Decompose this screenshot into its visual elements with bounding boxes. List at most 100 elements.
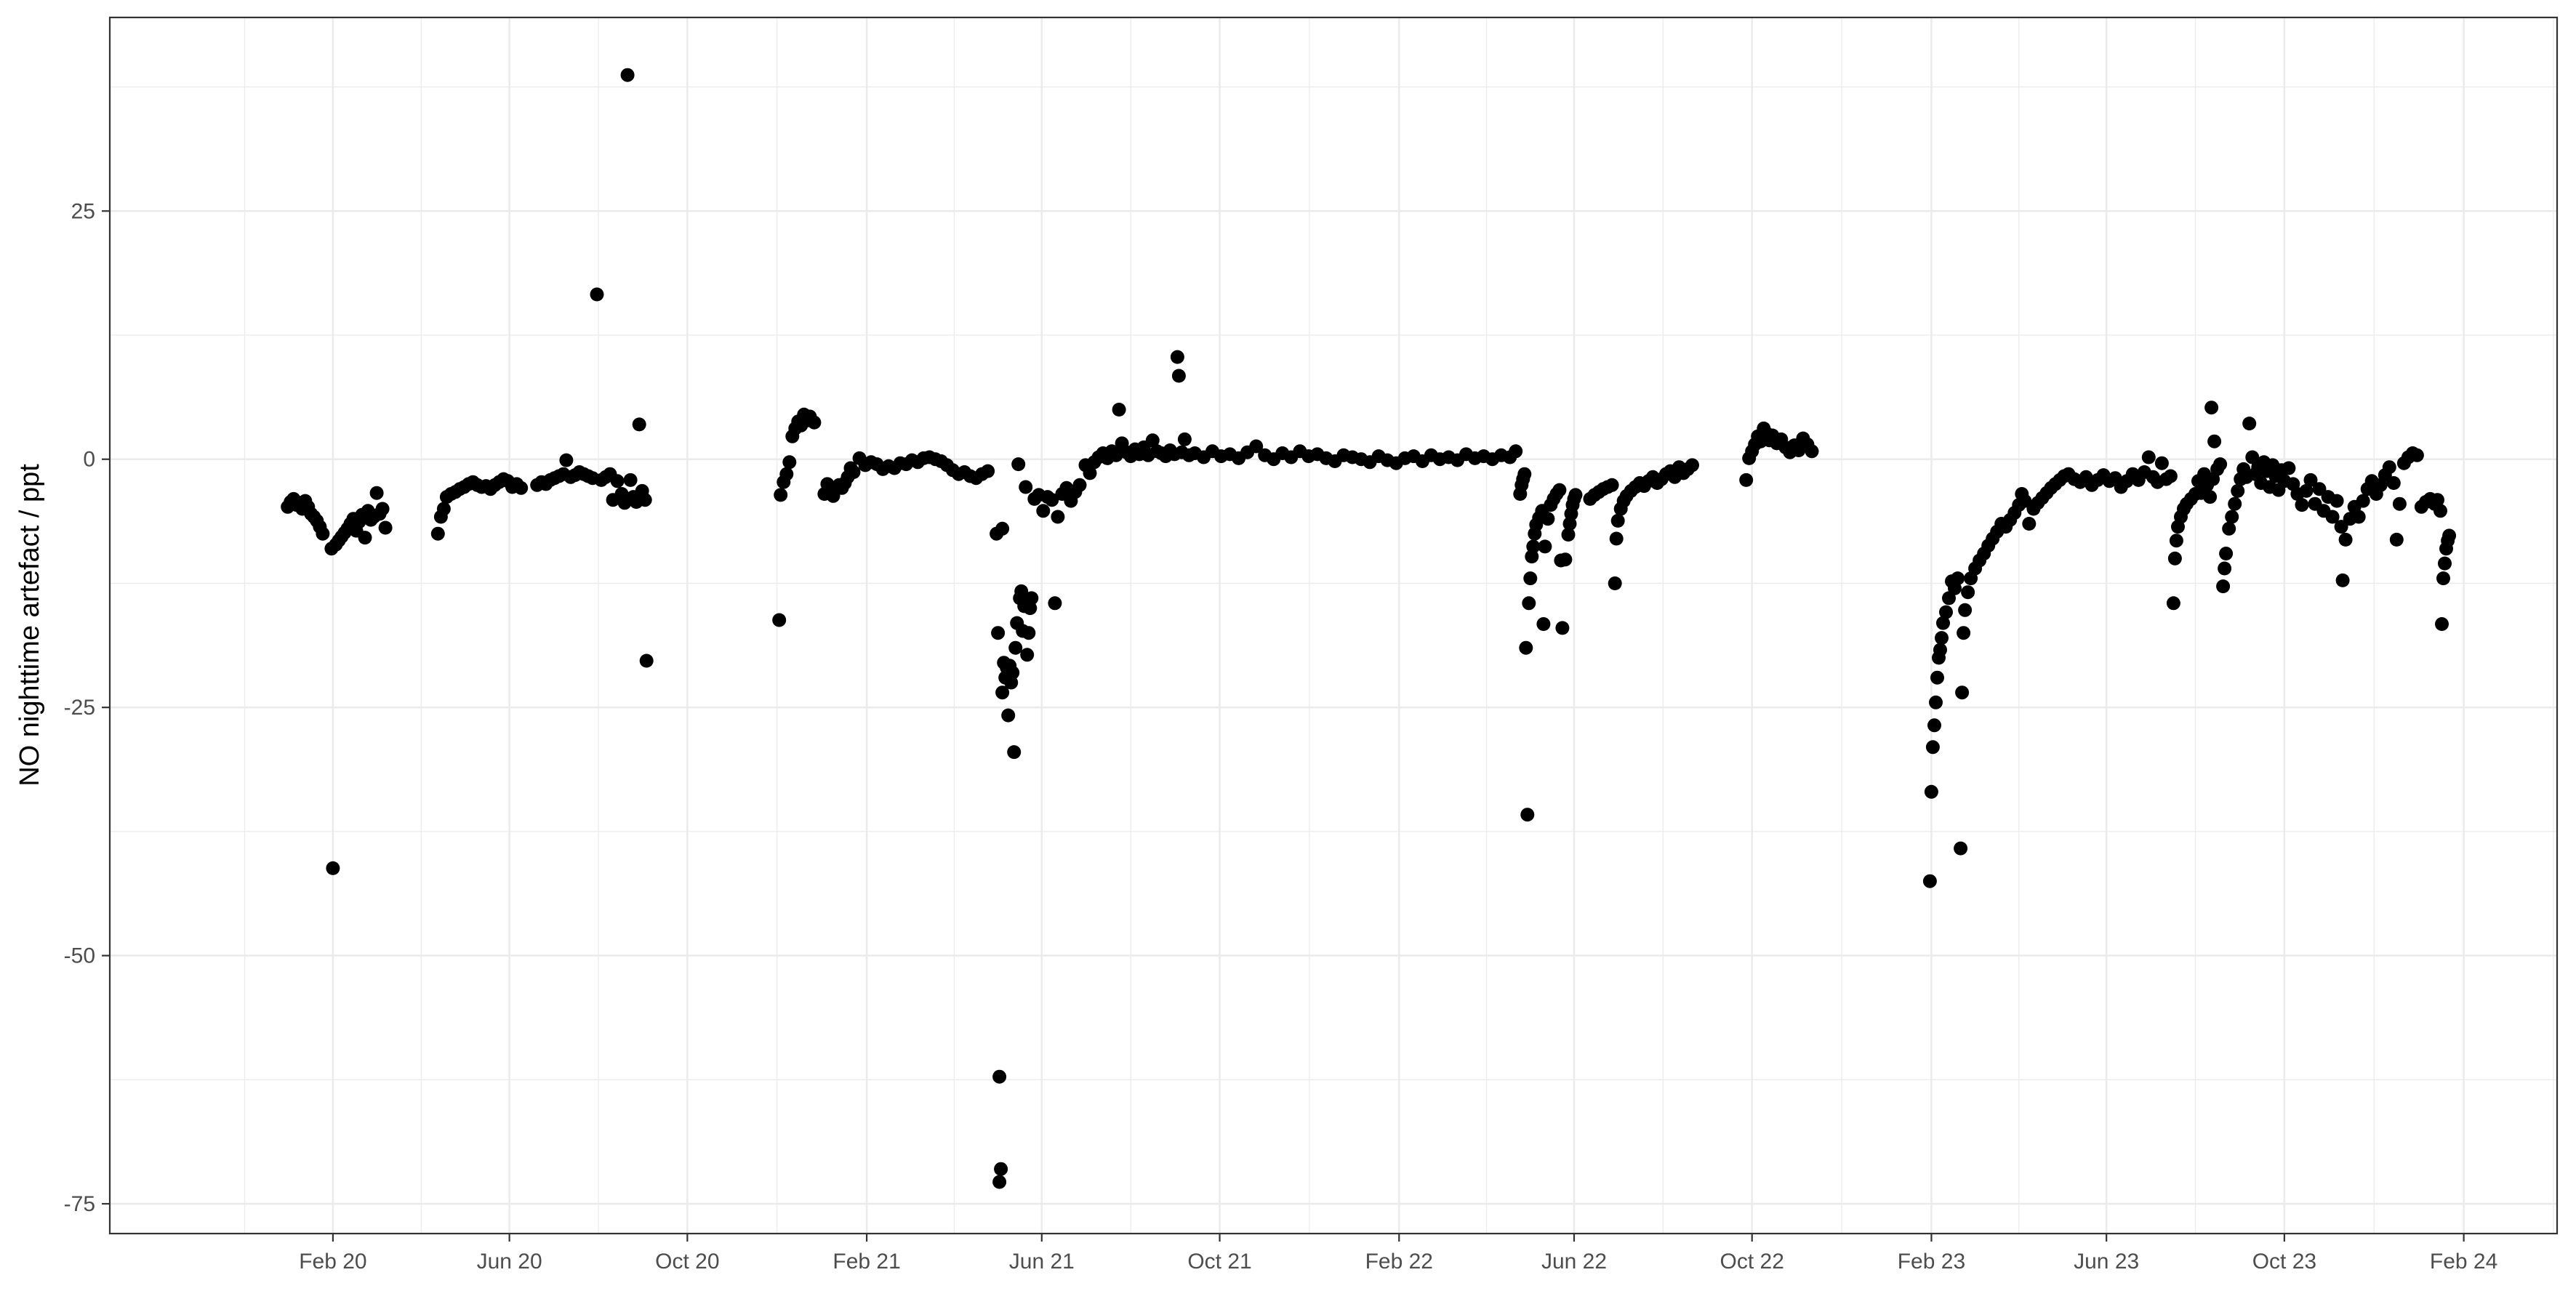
data-point — [2433, 504, 2447, 518]
data-point — [2410, 448, 2424, 462]
data-point — [1933, 643, 1947, 657]
data-point — [1955, 685, 1970, 700]
data-point — [995, 685, 1010, 700]
data-point — [514, 480, 529, 495]
data-point — [316, 526, 330, 541]
data-point — [2435, 617, 2449, 631]
data-point — [430, 526, 445, 541]
data-point — [1568, 488, 1583, 502]
data-point — [1051, 510, 1065, 524]
data-point — [1083, 466, 1097, 480]
data-point — [1609, 531, 1624, 546]
data-point — [436, 502, 451, 516]
data-point — [1517, 467, 1532, 481]
y-tick-label: -75 — [64, 1192, 95, 1216]
data-point — [2154, 456, 2169, 470]
y-tick-label: -50 — [64, 944, 95, 968]
minor-gridlines — [110, 17, 2557, 1234]
data-point — [1558, 552, 1573, 567]
y-tick-label: -25 — [64, 696, 95, 720]
x-tick-label: Feb 22 — [1365, 1250, 1433, 1274]
data-point — [1001, 708, 1016, 723]
data-point — [2167, 551, 2182, 566]
data-point — [2282, 461, 2296, 475]
x-tick-label: Oct 21 — [1187, 1250, 1251, 1274]
data-points — [281, 68, 2457, 1189]
data-point — [1006, 665, 1020, 680]
data-point — [2203, 490, 2218, 504]
data-point — [1608, 576, 1622, 590]
data-point — [2207, 434, 2222, 449]
x-tick-label: Feb 24 — [2430, 1250, 2497, 1274]
data-point — [1927, 718, 1941, 733]
data-point — [1072, 478, 1087, 492]
data-point — [378, 520, 393, 535]
data-point — [2141, 450, 2156, 464]
data-point — [358, 531, 372, 545]
data-point — [2228, 496, 2242, 511]
data-point — [1177, 432, 1192, 446]
data-point — [620, 68, 635, 82]
data-point — [1605, 478, 1619, 492]
x-tick-label: Feb 21 — [832, 1250, 900, 1274]
data-point — [1019, 480, 1033, 494]
data-point — [779, 467, 794, 481]
data-point — [1024, 591, 1039, 606]
data-point — [774, 488, 788, 502]
y-tick-label: 25 — [71, 199, 95, 223]
data-point — [1170, 350, 1184, 364]
data-point — [1925, 740, 1940, 755]
data-point — [1536, 617, 1551, 631]
data-point — [2219, 547, 2234, 560]
data-point — [995, 521, 1010, 536]
data-point — [1509, 444, 1523, 459]
data-point — [326, 861, 340, 875]
data-point — [1048, 596, 1062, 611]
data-point — [1951, 571, 1965, 586]
data-point — [1739, 472, 1754, 487]
data-point — [1954, 841, 1968, 856]
data-point — [2382, 460, 2396, 475]
data-point — [1522, 596, 1536, 611]
data-point — [1014, 584, 1029, 598]
data-point — [1805, 444, 1819, 459]
data-point — [1957, 626, 1971, 640]
data-point — [2299, 483, 2314, 498]
data-point — [1526, 539, 1541, 554]
data-point — [772, 613, 787, 627]
data-point — [2325, 510, 2340, 524]
data-point — [1520, 808, 1535, 822]
data-point — [981, 464, 995, 478]
x-tick-label: Feb 20 — [299, 1250, 366, 1274]
data-point — [2338, 532, 2353, 547]
data-point — [2242, 417, 2257, 431]
x-tick-label: Oct 22 — [1720, 1250, 1784, 1274]
data-point — [559, 453, 574, 467]
panel-border — [108, 16, 2559, 1235]
data-point — [1936, 616, 1950, 630]
data-point — [639, 653, 654, 668]
data-point — [1930, 670, 1944, 685]
data-point — [1045, 493, 1059, 507]
data-point — [2389, 532, 2404, 547]
data-point — [1610, 513, 1625, 528]
y-axis-ticks: -75 -50 -25 0 25 — [64, 199, 110, 1216]
data-point — [2295, 498, 2309, 512]
data-point — [623, 472, 638, 487]
data-point — [1555, 621, 1570, 635]
data-point — [2392, 496, 2407, 511]
y-tick-label: 0 — [83, 448, 95, 472]
x-tick-label: Jun 21 — [1009, 1250, 1075, 1274]
data-point — [2436, 571, 2450, 586]
data-point — [2166, 596, 2180, 611]
data-point — [1541, 512, 1555, 526]
data-point — [590, 287, 604, 302]
x-tick-label: Jun 22 — [1541, 1250, 1607, 1274]
data-point — [2386, 476, 2401, 490]
data-point — [2022, 517, 2037, 531]
x-tick-label: Feb 23 — [1898, 1250, 1965, 1274]
data-point — [1552, 483, 1567, 497]
data-point — [2334, 520, 2348, 534]
data-point — [1020, 648, 1035, 662]
data-point — [1171, 369, 1186, 383]
